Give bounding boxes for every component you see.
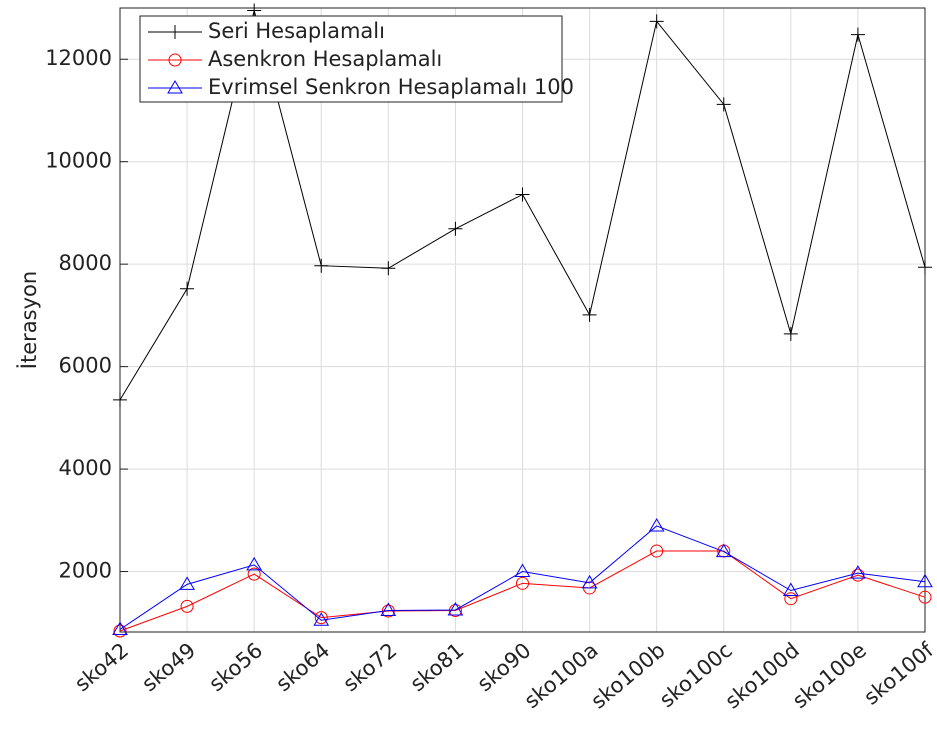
x-tick-label: sko81	[406, 638, 469, 696]
marker	[782, 582, 799, 597]
marker	[180, 599, 194, 613]
legend-label: Evrimsel Senkron Hesaplamalı 100	[208, 75, 574, 99]
marker	[850, 565, 866, 579]
legend-label: Seri Hesaplamalı	[208, 19, 385, 43]
marker	[179, 576, 195, 590]
marker	[314, 611, 328, 625]
y-tick-label: 4000	[59, 456, 112, 480]
x-tick-label: sko72	[339, 638, 402, 696]
x-tick-label: sko42	[70, 638, 133, 696]
y-tick-label: 10000	[45, 149, 112, 173]
marker	[313, 612, 330, 626]
x-tick-label: sko49	[137, 638, 200, 696]
marker	[850, 27, 865, 42]
marker	[381, 261, 396, 276]
marker	[582, 307, 597, 322]
marker	[784, 592, 798, 606]
legend: Seri Hesaplamalı Asenkron Hesaplamalı Evri…	[139, 15, 574, 103]
series-line	[119, 550, 926, 632]
x-tick-label: sko56	[204, 638, 267, 696]
x-tick-label: sko90	[473, 638, 536, 696]
marker	[516, 576, 529, 590]
series-line	[119, 525, 926, 630]
marker	[112, 621, 128, 635]
marker	[515, 187, 530, 202]
marker	[448, 221, 463, 236]
x-tick-label: sko64	[271, 638, 334, 696]
marker	[715, 543, 732, 558]
x-tick-label: sko100e	[788, 638, 871, 713]
marker	[650, 544, 664, 558]
marker	[918, 590, 932, 604]
marker	[247, 3, 262, 18]
marker	[380, 602, 397, 616]
x-tick-label: sko100b	[586, 638, 669, 713]
marker	[447, 601, 464, 616]
legend-box	[139, 15, 563, 103]
marker	[113, 392, 127, 407]
marker	[918, 260, 932, 275]
marker	[167, 80, 183, 94]
marker	[168, 53, 182, 67]
marker	[246, 556, 263, 571]
marker	[168, 25, 182, 39]
marker	[247, 567, 261, 581]
marker	[716, 97, 731, 112]
y-tick-label: 6000	[59, 354, 112, 378]
plot-frame	[119, 7, 926, 633]
marker	[783, 326, 798, 341]
y-tick-label: 2000	[59, 559, 112, 583]
x-tick-label: sko100a	[520, 638, 603, 713]
marker	[180, 281, 195, 296]
marker	[113, 624, 127, 638]
marker	[314, 258, 329, 273]
y-tick-label: 8000	[59, 251, 112, 275]
x-tick-label: sko100d	[721, 638, 804, 713]
legend-label: Asenkron Hesaplamalı	[208, 47, 442, 71]
x-tick-label: sko100f	[859, 638, 937, 710]
marker	[648, 517, 665, 532]
marker	[649, 14, 664, 29]
marker	[917, 573, 933, 588]
marker	[581, 574, 598, 589]
y-axis-label: İterasyon	[16, 271, 41, 369]
marker	[514, 563, 531, 578]
y-tick-label: 12000	[45, 46, 112, 70]
